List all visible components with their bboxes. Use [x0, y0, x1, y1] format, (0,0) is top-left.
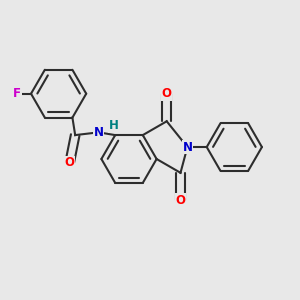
Text: O: O	[176, 194, 185, 207]
Text: N: N	[94, 126, 103, 139]
Text: F: F	[13, 87, 21, 100]
Text: H: H	[109, 119, 119, 132]
Text: O: O	[65, 156, 75, 169]
Text: O: O	[162, 87, 172, 100]
Text: N: N	[182, 140, 192, 154]
